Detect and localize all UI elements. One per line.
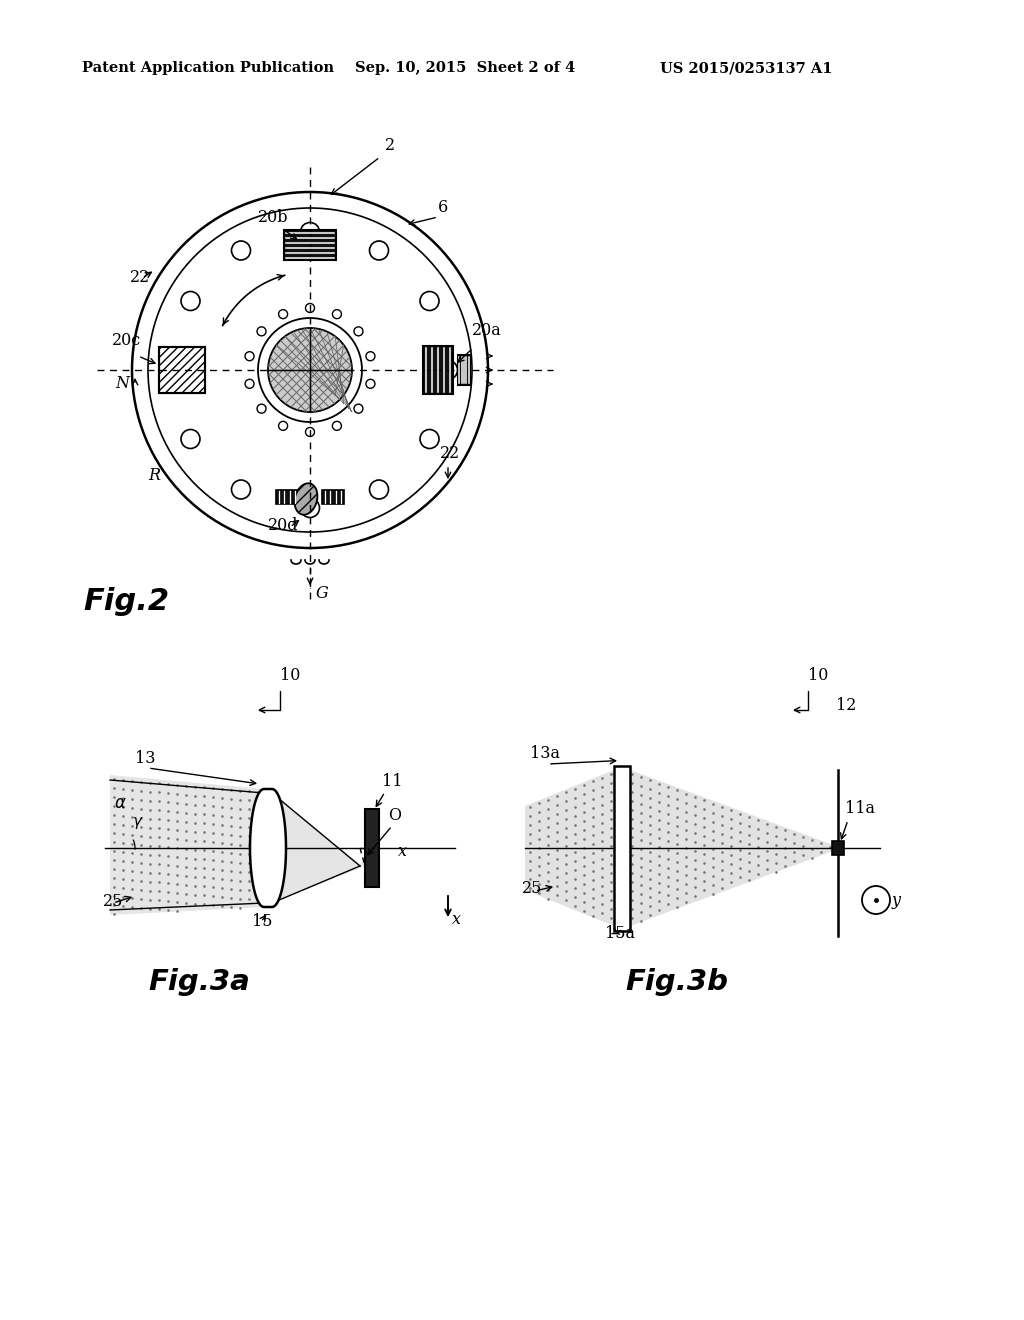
- Bar: [159, 347, 205, 393]
- Text: Fig.3a: Fig.3a: [148, 968, 250, 997]
- Circle shape: [268, 327, 352, 412]
- Text: y: y: [892, 892, 901, 909]
- Text: 10: 10: [280, 667, 300, 684]
- Text: Fig.2: Fig.2: [83, 587, 169, 616]
- Text: 15: 15: [252, 913, 272, 931]
- Text: Patent Application Publication: Patent Application Publication: [82, 61, 334, 75]
- Text: 6: 6: [438, 199, 449, 216]
- Bar: [159, 347, 205, 393]
- Text: 25: 25: [522, 880, 543, 898]
- Polygon shape: [250, 789, 286, 907]
- Text: 25: 25: [103, 894, 123, 909]
- Text: $\gamma$: $\gamma$: [132, 814, 143, 832]
- Text: 11: 11: [382, 774, 402, 789]
- Text: N: N: [115, 375, 129, 392]
- Text: 2: 2: [385, 137, 395, 154]
- Text: O: O: [388, 807, 401, 824]
- Text: 20b: 20b: [258, 209, 289, 226]
- Text: 20a: 20a: [472, 322, 502, 339]
- Text: G: G: [316, 585, 329, 602]
- Text: 22: 22: [440, 445, 460, 462]
- Bar: [831, 841, 844, 855]
- Text: x: x: [452, 911, 461, 928]
- Text: US 2015/0253137 A1: US 2015/0253137 A1: [660, 61, 833, 75]
- Text: 22: 22: [130, 269, 151, 286]
- Polygon shape: [525, 770, 614, 927]
- Text: 12: 12: [836, 697, 856, 714]
- Text: 13: 13: [135, 750, 156, 767]
- Polygon shape: [110, 775, 268, 915]
- Text: Sep. 10, 2015  Sheet 2 of 4: Sep. 10, 2015 Sheet 2 of 4: [355, 61, 575, 75]
- Bar: [284, 230, 336, 260]
- Text: 11a: 11a: [845, 800, 874, 817]
- Text: R: R: [148, 467, 160, 484]
- Bar: [322, 490, 344, 504]
- Text: 20c: 20c: [112, 333, 141, 348]
- Polygon shape: [272, 793, 379, 903]
- Ellipse shape: [295, 483, 317, 515]
- Bar: [365, 809, 379, 887]
- Polygon shape: [630, 770, 836, 927]
- Text: Fig.3b: Fig.3b: [625, 968, 728, 997]
- Bar: [458, 355, 470, 385]
- Text: x: x: [398, 843, 407, 861]
- Text: 13a: 13a: [530, 744, 560, 762]
- Text: $\alpha$: $\alpha$: [114, 795, 127, 812]
- Bar: [614, 766, 630, 931]
- Text: 15a: 15a: [605, 925, 635, 942]
- Text: 10: 10: [808, 667, 828, 684]
- Text: 20d: 20d: [268, 517, 299, 535]
- Bar: [423, 346, 453, 393]
- Bar: [276, 490, 298, 504]
